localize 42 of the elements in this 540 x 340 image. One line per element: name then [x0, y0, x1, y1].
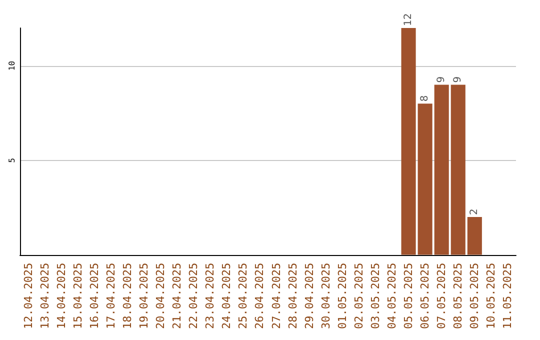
x-tick-label: 04.05.2025: [386, 262, 398, 330]
x-tick-label: 03.05.2025: [368, 262, 382, 330]
y-tick-label: 10: [8, 60, 16, 71]
x-tick-label: 24.04.2025: [220, 262, 234, 330]
x-tick-label: 30.04.2025: [319, 262, 332, 330]
bar: [434, 84, 449, 255]
x-tick-label: 08.05.2025: [452, 262, 465, 330]
x-tick-label: 16.04.2025: [88, 262, 101, 330]
x-tick-label: 22.04.2025: [187, 262, 200, 330]
x-tick-label: 11.05.2025: [501, 262, 514, 330]
x-tick-label: 07.05.2025: [435, 262, 448, 330]
x-tick-label: 21.04.2025: [170, 262, 184, 330]
x-tick-label: 17.04.2025: [104, 262, 118, 330]
x-tick-label: 28.04.2025: [286, 262, 300, 330]
x-tick-label: 14.04.2025: [54, 262, 68, 330]
x-tick-label: 26.04.2025: [253, 262, 266, 330]
x-tick-label: 18.04.2025: [120, 262, 134, 330]
x-tick-label: 05.05.2025: [402, 262, 416, 330]
bar: [450, 84, 466, 255]
data-label: 9: [452, 76, 464, 83]
x-tick-label: 12.04.2025: [22, 262, 35, 330]
y-tick-label: 5: [8, 158, 16, 163]
x-tick-label: 10.05.2025: [484, 262, 498, 330]
bar: [418, 104, 432, 255]
x-tick-label: 13.04.2025: [38, 262, 52, 330]
bar: [467, 216, 482, 255]
x-tick-label: 20.04.2025: [154, 262, 168, 330]
x-tick-label: 23.04.2025: [204, 262, 217, 330]
x-tick-label: 29.04.2025: [302, 262, 316, 330]
data-label: 12: [403, 13, 414, 26]
x-tick-label: 15.04.2025: [71, 262, 84, 330]
x-tick-label: 06.05.2025: [418, 262, 432, 330]
x-tick-label: 19.04.2025: [138, 262, 150, 330]
x-tick-label: 25.04.2025: [236, 262, 250, 330]
x-tick-label: 09.05.2025: [468, 262, 482, 330]
x-tick-label: 01.05.2025: [336, 262, 349, 330]
data-label: 9: [436, 76, 448, 83]
x-tick-label: 27.04.2025: [270, 262, 283, 330]
x-tick-label: 02.05.2025: [352, 262, 366, 330]
data-label: 8: [420, 95, 431, 102]
data-label: 2: [469, 208, 480, 215]
bar: [401, 28, 416, 255]
